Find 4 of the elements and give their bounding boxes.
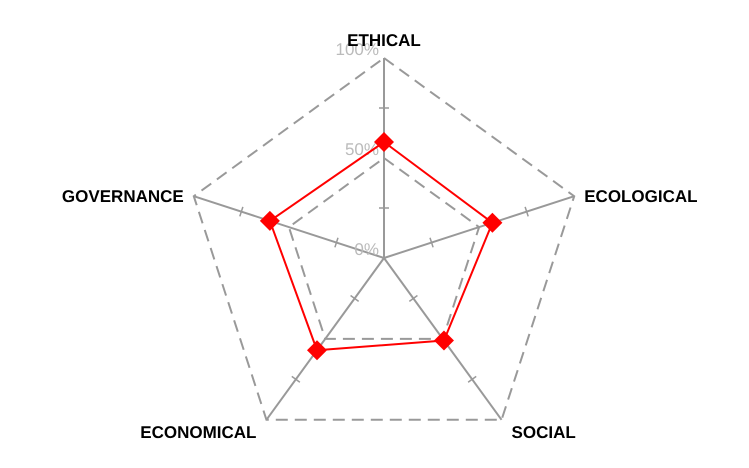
spoke-label: SOCIAL xyxy=(512,422,576,442)
spoke-label: ECOLOGICAL xyxy=(584,187,698,206)
spoke-label: ECONOMICAL xyxy=(140,422,256,442)
spoke-label: GOVERNANCE xyxy=(62,187,184,206)
